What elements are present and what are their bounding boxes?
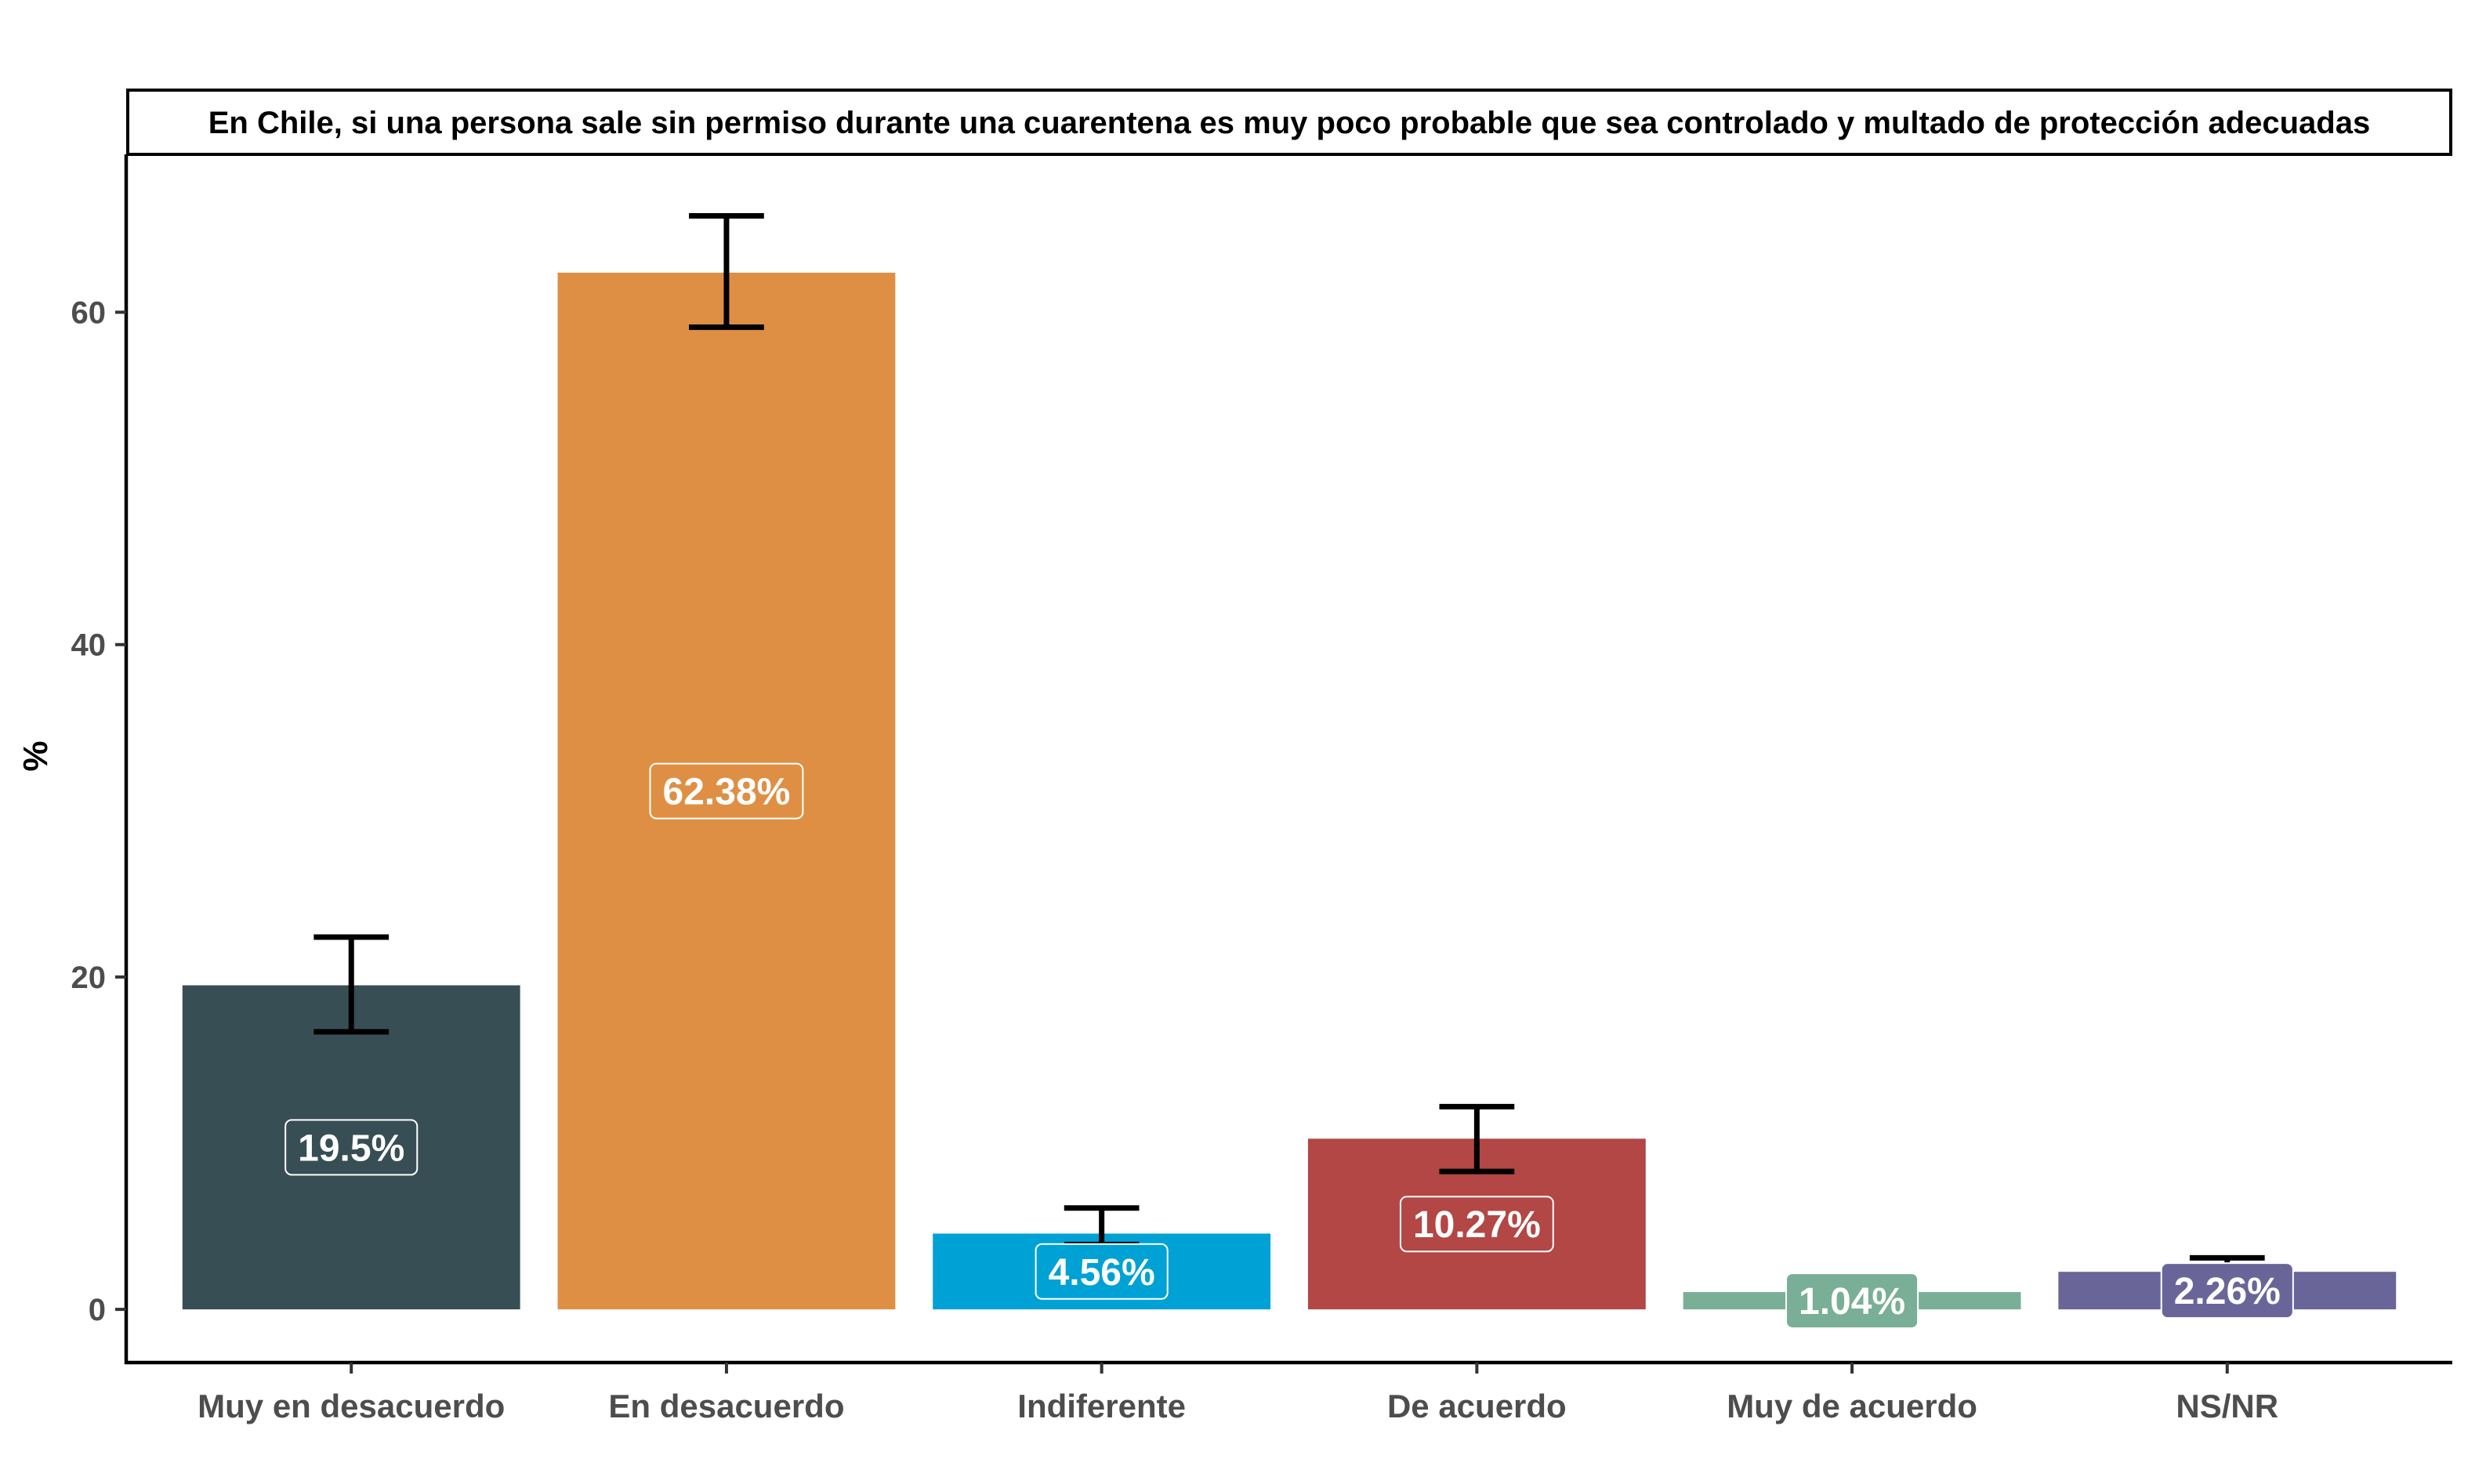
y-axis-title: % — [16, 740, 55, 771]
data-label-5: 1.04% — [1799, 1281, 1905, 1323]
data-label-box-4 — [1399, 1196, 1554, 1253]
data-labels-layer: 19.5% 62.38% 4.56% 10.27% 1.04% 2.26% — [284, 762, 2294, 1330]
y-tick-label-4: 60 — [71, 295, 107, 330]
data-label-box-5 — [1785, 1272, 1919, 1330]
x-tick-label-3: Indiferente — [1017, 1388, 1186, 1424]
y-ticks: 0 20 40 60 — [71, 295, 126, 1327]
axes — [124, 154, 2452, 1365]
data-label-box-1 — [284, 1119, 419, 1176]
data-label-box-3 — [1035, 1243, 1169, 1300]
y-tick-label-1: 0 — [89, 1293, 106, 1327]
title-box — [126, 89, 2452, 156]
error-bars-layer — [313, 212, 2265, 1272]
data-label-3: 4.56% — [1049, 1252, 1155, 1294]
title-strip: En Chile, si una persona sale sin permis… — [126, 89, 2452, 156]
y-tick-label-2: 20 — [71, 961, 107, 995]
data-label-1: 19.5% — [298, 1127, 404, 1169]
data-label-box-2 — [649, 762, 804, 820]
data-label-4: 10.27% — [1413, 1204, 1541, 1246]
chart-title: En Chile, si una persona sale sin permis… — [208, 106, 2370, 140]
x-tick-label-6: NS/NR — [2176, 1388, 2278, 1424]
x-ticks: Muy en desacuerdo En desacuerdo Indiferent… — [198, 1363, 2278, 1424]
x-tick-label-1: Muy en desacuerdo — [198, 1388, 505, 1424]
data-label-6: 2.26% — [2174, 1271, 2281, 1312]
x-tick-label-2: En desacuerdo — [608, 1388, 844, 1424]
x-tick-label-5: Muy de acuerdo — [1727, 1388, 1977, 1424]
y-tick-label-3: 40 — [71, 628, 107, 663]
data-label-2: 62.38% — [663, 772, 791, 813]
x-tick-label-4: De acuerdo — [1387, 1388, 1567, 1424]
data-label-box-6 — [2160, 1262, 2294, 1319]
